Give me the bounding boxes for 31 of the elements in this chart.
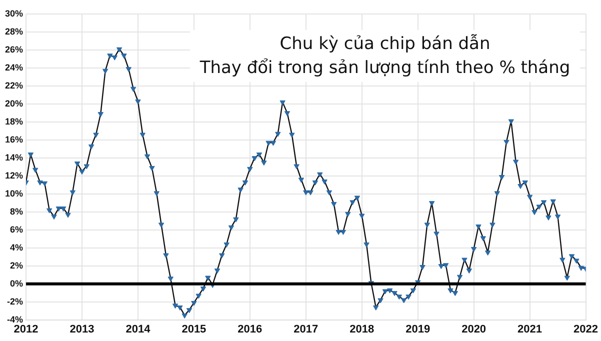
x-tick-label: 2017: [294, 323, 318, 336]
y-tick-label: 6%: [10, 224, 24, 234]
y-tick-label: 4%: [10, 242, 24, 252]
y-tick-label: 28%: [5, 26, 24, 36]
y-tick-label: 20%: [5, 98, 24, 108]
x-tick-label: 2018: [350, 323, 374, 336]
y-tick-label: 8%: [10, 206, 24, 216]
text: Chu kỳ của chip bán dẫn: [278, 33, 492, 56]
y-tick-label: 14%: [5, 152, 24, 162]
y-tick-label: -2%: [7, 296, 24, 306]
x-tick-label: 2021: [518, 323, 542, 336]
y-tick-label: -4%: [7, 314, 24, 324]
y-tick-label: 18%: [5, 116, 24, 126]
y-tick-label: 30%: [5, 8, 24, 18]
y-tick-label: 22%: [5, 80, 24, 90]
y-tick-label: 10%: [5, 188, 24, 198]
x-tick-label: 2015: [182, 323, 206, 336]
text: Thay đổi trong sản lượng tính theo % tháng: [198, 57, 572, 80]
x-tick-label: 2016: [238, 323, 262, 336]
y-tick-label: 12%: [5, 170, 24, 180]
y-tick-label: 16%: [5, 134, 24, 144]
y-tick-label: 0%: [10, 278, 24, 288]
y-tick-label: 24%: [5, 62, 24, 72]
x-tick-label: 2020: [462, 323, 486, 336]
x-tick-label: 2012: [14, 323, 38, 336]
x-tick-label: 2014: [126, 323, 152, 336]
x-tick-label: 2022: [574, 323, 598, 336]
y-tick-label: 26%: [5, 44, 24, 54]
x-tick-label: 2013: [70, 323, 94, 336]
x-tick-label: 2019: [406, 323, 430, 336]
y-tick-label: 2%: [10, 260, 24, 270]
